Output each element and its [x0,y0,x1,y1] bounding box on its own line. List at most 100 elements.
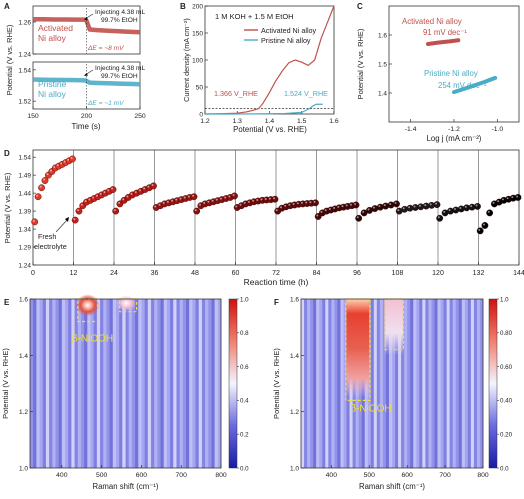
x-tick-label: 1.6 [329,118,339,125]
heatmap-stripe [135,299,139,468]
y-tick-label: 1.0 [19,466,28,473]
x-tick-label: -1.2 [448,126,460,133]
data-point [112,207,120,215]
colorbar-tick-label: 0.8 [240,330,249,337]
annotation: Fresh [38,232,56,241]
heatmap-stripe [416,299,420,468]
x-tick-label: 132 [473,270,485,277]
data-point [193,207,201,215]
heatmap-stripe [179,299,184,468]
heatmap-stripe [334,299,338,468]
series-points [452,75,498,95]
panel-f: Fβ-NiOOH 400 500 600 700 800 1.0 1.2 1.4 1.6 0.0 0.… [272,296,513,491]
y-tick-label: 1.24 [18,263,31,270]
data-point-highlight [73,218,76,221]
y-tick-label: 1.34 [18,227,31,234]
data-point-highlight [354,202,357,205]
data-point-highlight [53,165,56,168]
data-point-highlight [345,204,348,207]
data-point-highlight [383,204,386,207]
data-point-highlight [43,178,46,181]
heatmap-stripe [147,299,152,468]
series-points [426,38,461,46]
data-point-highlight [475,204,478,207]
colorbar-tick-label: 0.40 [500,398,513,405]
data-point [190,193,198,201]
data-point-highlight [424,204,427,207]
data-point-highlight [46,173,49,176]
heatmap-stripe [425,299,429,468]
heatmap-stripe [340,299,344,468]
data-point [69,155,76,163]
data-point-highlight [273,197,276,200]
data-point-highlight [402,207,405,210]
panel-b: B 1.2 1.3 1.4 1.5 1.6 0 50 100 150 200 Activated Ni… [180,2,339,134]
plot-frame [29,298,222,469]
heatmap-stripe [144,299,149,468]
y-tick-label: 1.4 [378,91,387,98]
heatmap-stripe [461,299,466,468]
annotation: electrolyte [34,242,67,251]
y-tick-label: 1.2 [19,409,28,416]
y-tick-label: 1.6 [290,297,299,304]
heatmap-stripe [301,299,305,468]
x-tick-label: 36 [151,270,159,277]
heatmap-stripe [115,299,120,468]
panel-e: Eβ-NiOOH 400 500 600 700 800 1.0 1.2 1.4 1.6 0.0 0.… [1,294,249,491]
x-axis-label: Reaction time (h) [244,277,309,287]
heatmap-stripe [452,299,456,468]
heatmap-stripe [446,299,450,468]
heatmap-stripe [182,299,187,468]
data-point-highlight [487,210,490,213]
data-point-highlight [49,169,52,172]
data-point-highlight [275,209,278,212]
data-point [34,193,42,201]
data-point-highlight [198,203,201,206]
data-point-highlight [56,164,59,167]
data-point-highlight [32,219,35,222]
data-point-highlight [134,191,137,194]
panel-d: D 0 12 24 36 48 60 72 84 96 108 120 132 144 1.24 1.29 1.… [3,149,524,287]
heatmap-stripe [90,299,94,468]
heatmap-stripe [307,299,311,468]
data-point-highlight [232,194,235,196]
heatmap-stripe [84,299,88,468]
series-label: Ni alloy [38,33,67,43]
data-point-highlight [162,201,165,204]
colorbar-tick-label: 1.0 [500,296,509,303]
data-point [231,192,238,200]
heatmap-stripe [49,299,53,468]
heat-hotspot [75,294,100,317]
heatmap-stripe [74,299,79,468]
data-point-highlight [394,201,397,204]
heatmap-stripe [176,299,180,468]
x-axis-label: Time (s) [71,122,100,131]
heatmap-stripe [413,299,417,468]
data-point-highlight [122,198,125,201]
x-tick-label: 150 [27,113,39,120]
data-point-highlight [341,205,344,208]
data-point-highlight [413,205,416,208]
x-tick-label: 800 [215,472,227,479]
panel-c: C -1.4 -1.2 -1.0 1.4 1.5 1.6 Activated Ni alloy… [356,2,520,143]
legend-label: Pristine Ni alloy [261,36,311,45]
data-point-highlight [279,206,282,209]
colorbar-tick-label: 0.2 [240,432,249,439]
x-tick-label: 600 [401,472,413,479]
panel-label: F [274,298,279,307]
data-point-highlight [260,198,263,201]
y-tick-label: 1.49 [18,173,31,180]
data-point [486,209,494,217]
data-point-highlight [224,196,227,199]
data-point-highlight [92,196,95,199]
heatmap-stripe [385,299,390,468]
data-point-highlight [256,199,259,202]
x-tick-label: 500 [364,472,376,479]
data-point-highlight [211,199,214,202]
heatmap-stripe [470,299,475,468]
series-line-pristine [205,103,323,115]
panel-label: B [180,2,186,11]
heatmap-stripe [410,299,414,468]
data-point-highlight [453,208,456,211]
x-tick-label: 120 [432,270,444,277]
